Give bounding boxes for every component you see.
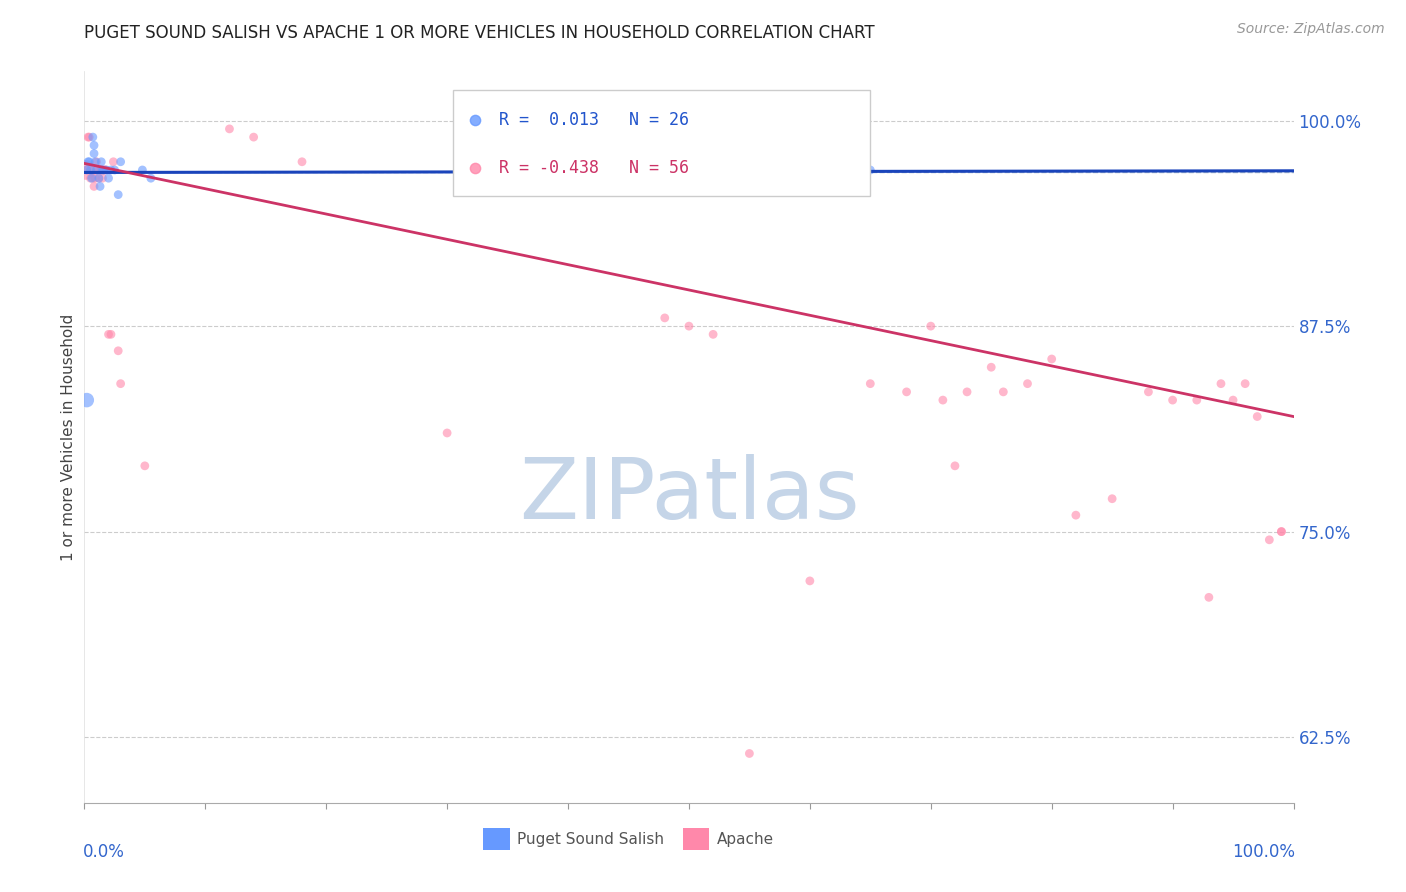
Point [90, 154, 112, 169]
Text: 0.0%: 0.0% [83, 843, 125, 861]
Point [89, 163, 111, 178]
Point [956, 384, 979, 399]
Point [77, 154, 100, 169]
Point [1222, 393, 1244, 408]
Point [82, 130, 104, 145]
Point [993, 384, 1015, 399]
Point [1101, 491, 1123, 506]
Point [80, 171, 103, 186]
Point [291, 154, 314, 169]
FancyBboxPatch shape [453, 90, 870, 195]
Point [1064, 508, 1087, 523]
Point [110, 154, 132, 169]
Point [654, 310, 676, 325]
Bar [484, 829, 510, 850]
Point [1137, 384, 1160, 399]
Point [738, 747, 761, 761]
Point [83, 146, 105, 161]
Point [436, 425, 458, 440]
Point [84, 154, 107, 169]
Point [464, 224, 486, 238]
Text: Apache: Apache [717, 832, 773, 847]
Point [1258, 533, 1281, 547]
Point [77, 130, 100, 145]
Point [1270, 524, 1292, 539]
Point [86, 163, 108, 178]
Point [1198, 591, 1220, 605]
Text: R = -0.438   N = 56: R = -0.438 N = 56 [499, 159, 689, 177]
Text: R =  0.013   N = 26: R = 0.013 N = 26 [499, 112, 689, 129]
Point [91, 163, 114, 178]
Point [464, 331, 486, 345]
Point [93, 163, 115, 178]
Point [107, 343, 129, 358]
Point [89, 179, 111, 194]
Point [77, 154, 100, 169]
Text: Source: ZipAtlas.com: Source: ZipAtlas.com [1237, 22, 1385, 37]
Point [799, 574, 821, 588]
Point [678, 319, 700, 334]
Point [702, 327, 724, 342]
Point [1234, 376, 1257, 391]
Point [79, 171, 101, 186]
Point [75, 163, 97, 178]
Point [82, 171, 104, 186]
Point [896, 384, 918, 399]
Point [1017, 376, 1039, 391]
Point [980, 360, 1002, 375]
Point [80, 163, 103, 178]
Point [84, 171, 107, 186]
Point [920, 319, 942, 334]
Point [97, 327, 120, 342]
Point [134, 458, 156, 473]
Point [1246, 409, 1268, 424]
Point [1161, 393, 1184, 408]
Point [107, 187, 129, 202]
Point [79, 163, 101, 178]
Text: ZIPatlas: ZIPatlas [519, 454, 859, 537]
Point [94, 163, 117, 178]
Point [242, 130, 264, 145]
Point [76, 163, 98, 178]
Point [943, 458, 966, 473]
Point [83, 179, 105, 194]
Point [1209, 376, 1232, 391]
Point [93, 163, 115, 178]
Y-axis label: 1 or more Vehicles in Household: 1 or more Vehicles in Household [60, 313, 76, 561]
Point [932, 393, 955, 408]
Point [87, 171, 110, 186]
Point [1040, 351, 1063, 366]
Point [859, 163, 882, 178]
Point [100, 163, 122, 178]
Point [94, 163, 117, 178]
Point [218, 121, 240, 136]
Text: Puget Sound Salish: Puget Sound Salish [517, 832, 664, 847]
Point [91, 171, 114, 186]
Point [83, 138, 105, 153]
Point [110, 376, 132, 391]
Point [76, 393, 98, 408]
Point [94, 163, 117, 178]
Point [1270, 524, 1292, 539]
Point [87, 171, 110, 186]
Text: PUGET SOUND SALISH VS APACHE 1 OR MORE VEHICLES IN HOUSEHOLD CORRELATION CHART: PUGET SOUND SALISH VS APACHE 1 OR MORE V… [84, 24, 875, 42]
Bar [683, 829, 710, 850]
Point [100, 327, 122, 342]
Point [139, 171, 162, 186]
Point [77, 130, 100, 145]
Point [97, 171, 120, 186]
Point [131, 163, 153, 178]
Point [654, 163, 676, 178]
Point [76, 163, 98, 178]
Point [1185, 393, 1208, 408]
Point [86, 163, 108, 178]
Point [103, 154, 125, 169]
Point [86, 154, 108, 169]
Point [90, 163, 112, 178]
Point [859, 376, 882, 391]
Text: 100.0%: 100.0% [1232, 843, 1295, 861]
Point [104, 163, 127, 178]
